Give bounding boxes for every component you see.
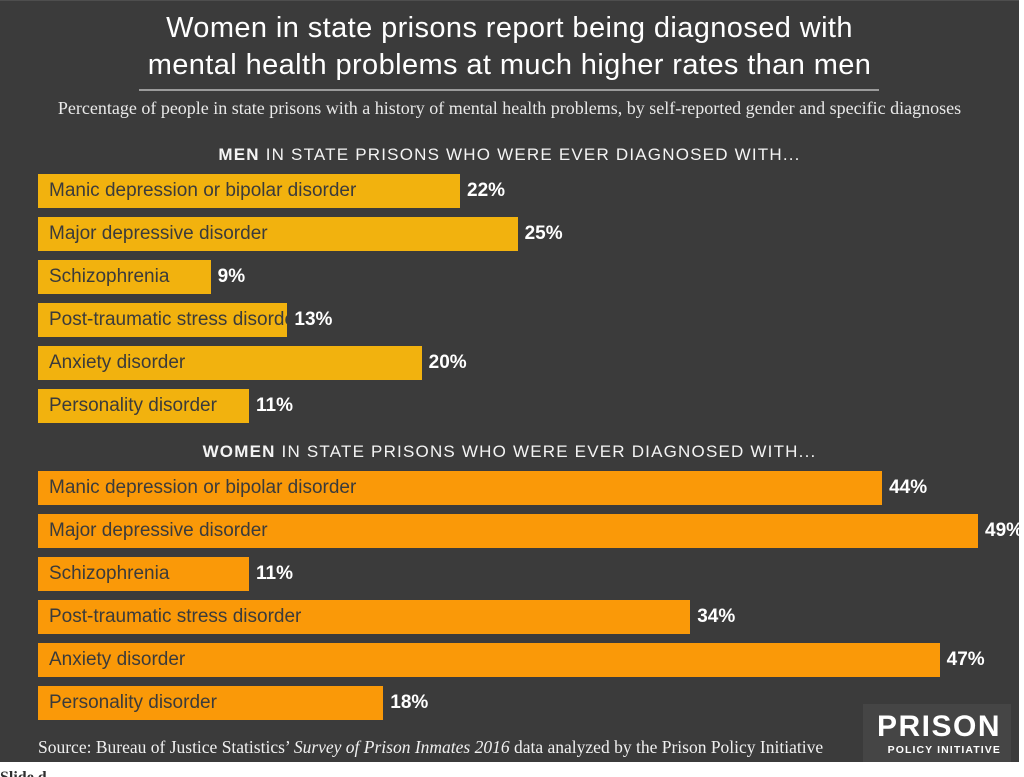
bar-row-men-manic-depression: Manic depression or bipolar disorder 22% [38,174,978,208]
source-citation: Source: Bureau of Justice Statistics’ Su… [38,737,823,758]
women-section-header-rest: IN STATE PRISONS WHO WERE EVER DIAGNOSED… [275,442,817,461]
bar-row-women-anxiety: Anxiety disorder 47% [38,643,985,677]
bar-men-schizophrenia: Schizophrenia [38,260,211,294]
bar-label: Post-traumatic stress disorder [49,606,302,627]
bar-value-label: 47% [946,649,985,670]
bar-value-label: 25% [524,223,563,244]
bar-row-women-major-depressive: Major depressive disorder 49% [38,514,1019,548]
bar-men-ptsd: Post-traumatic stress disorder [38,303,288,337]
chart-slide: Women in state prisons report being diag… [0,0,1019,762]
bar-value-label: 34% [697,606,736,627]
bar-men-personality: Personality disorder [38,389,250,423]
bar-value-label: 20% [428,352,467,373]
men-section-header-rest: IN STATE PRISONS WHO WERE EVER DIAGNOSED… [259,145,801,164]
bar-label: Anxiety disorder [49,649,186,670]
bar-women-major-depressive: Major depressive disorder [38,514,978,548]
source-survey-title: Survey of Prison Inmates 2016 [293,737,510,757]
bar-row-men-personality: Personality disorder 11% [38,389,978,423]
bar-value-label: 11% [256,395,293,416]
bar-women-manic-depression: Manic depression or bipolar disorder [38,471,883,505]
men-section-header: MEN IN STATE PRISONS WHO WERE EVER DIAGN… [0,145,1019,165]
bar-label: Schizophrenia [49,563,170,584]
clipped-caption-text: Slide d [0,769,47,777]
chart-title-line2: mental health problems at much higher ra… [147,49,872,81]
bar-label: Manic depression or bipolar disorder [49,180,357,201]
bar-row-women-personality: Personality disorder 18% [38,686,978,720]
source-suffix: data analyzed by the Prison Policy Initi… [509,737,824,757]
bar-label: Personality disorder [49,692,217,713]
bar-label: Manic depression or bipolar disorder [49,477,357,498]
logo-sub-text: POLICY INITIATIVE [887,744,1001,756]
bar-row-women-schizophrenia: Schizophrenia 11% [38,557,978,591]
bar-label: Personality disorder [49,395,217,416]
men-section-header-bold: MEN [218,145,260,164]
women-bars-group: Manic depression or bipolar disorder 44%… [38,471,1019,729]
bar-row-women-ptsd: Post-traumatic stress disorder 34% [38,600,978,634]
bar-label: Major depressive disorder [49,520,268,541]
bar-value-label: 13% [294,309,333,330]
title-divider [139,89,879,91]
source-prefix: Source: Bureau of Justice Statistics’ [38,737,294,757]
bar-men-major-depressive: Major depressive disorder [38,217,518,251]
prison-policy-initiative-logo: PRISON POLICY INITIATIVE [862,704,1011,762]
bar-value-label: 49% [985,520,1019,541]
bar-row-men-ptsd: Post-traumatic stress disorder 13% [38,303,978,337]
chart-subtitle: Percentage of people in state prisons wi… [57,98,962,118]
bar-value-label: 9% [217,266,246,287]
bar-row-women-manic-depression: Manic depression or bipolar disorder 44% [38,471,978,505]
bar-value-label: 11% [256,563,293,584]
bar-label: Schizophrenia [49,266,170,287]
women-section-header-bold: WOMEN [202,442,276,461]
bar-label: Major depressive disorder [49,223,268,244]
bar-value-label: 18% [390,692,429,713]
bar-women-personality: Personality disorder [38,686,384,720]
chart-title-line1: Women in state prisons report being diag… [166,12,853,44]
bar-value-label: 22% [467,180,506,201]
women-section-header: WOMEN IN STATE PRISONS WHO WERE EVER DIA… [0,442,1019,462]
chart-title: Women in state prisons report being diag… [0,10,1019,84]
bar-men-manic-depression: Manic depression or bipolar disorder [38,174,461,208]
bar-men-anxiety: Anxiety disorder [38,346,422,380]
bar-row-men-schizophrenia: Schizophrenia 9% [38,260,978,294]
bar-women-anxiety: Anxiety disorder [38,643,940,677]
men-bars-group: Manic depression or bipolar disorder 22%… [38,174,978,432]
bar-label: Anxiety disorder [49,352,186,373]
bar-women-ptsd: Post-traumatic stress disorder [38,600,691,634]
bar-value-label: 44% [889,477,928,498]
bar-row-men-anxiety: Anxiety disorder 20% [38,346,978,380]
logo-main-text: PRISON [876,710,1001,743]
bar-label: Post-traumatic stress disorder [49,309,288,330]
bar-women-schizophrenia: Schizophrenia [38,557,250,591]
page-bottom-strip [0,762,1024,777]
bar-row-men-major-depressive: Major depressive disorder 25% [38,217,978,251]
